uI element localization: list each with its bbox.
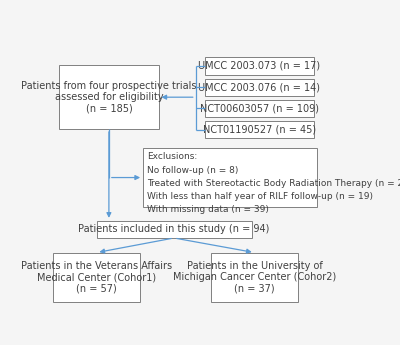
Text: Patients included in this study (n = 94): Patients included in this study (n = 94) <box>78 224 270 234</box>
FancyBboxPatch shape <box>205 57 314 75</box>
FancyBboxPatch shape <box>205 121 314 138</box>
FancyBboxPatch shape <box>211 253 298 302</box>
Text: Patients from four prospective trials
assessed for eligibility
(n = 185): Patients from four prospective trials as… <box>21 81 197 114</box>
FancyBboxPatch shape <box>96 221 252 238</box>
Text: Exclusions:
No follow-up (n = 8)
Treated with Stereotactic Body Radiation Therap: Exclusions: No follow-up (n = 8) Treated… <box>147 152 400 214</box>
FancyBboxPatch shape <box>143 148 317 207</box>
Text: UMCC 2003.076 (n = 14): UMCC 2003.076 (n = 14) <box>198 82 320 92</box>
FancyBboxPatch shape <box>205 100 314 117</box>
FancyBboxPatch shape <box>59 65 158 129</box>
Text: Patients in the University of
Michigan Cancer Center (Cohor2)
(n = 37): Patients in the University of Michigan C… <box>173 260 336 294</box>
FancyBboxPatch shape <box>205 79 314 96</box>
Text: UMCC 2003.073 (n = 17): UMCC 2003.073 (n = 17) <box>198 61 320 71</box>
FancyBboxPatch shape <box>53 253 140 302</box>
Text: NCT01190527 (n = 45): NCT01190527 (n = 45) <box>203 125 316 135</box>
Text: Patients in the Veterans Affairs
Medical Center (Cohor1)
(n = 57): Patients in the Veterans Affairs Medical… <box>21 260 172 294</box>
Text: NCT00603057 (n = 109): NCT00603057 (n = 109) <box>200 104 319 114</box>
